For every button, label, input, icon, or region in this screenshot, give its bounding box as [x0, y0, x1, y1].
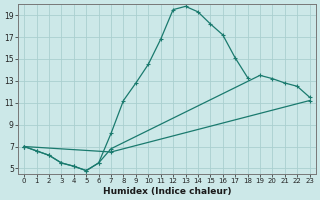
- X-axis label: Humidex (Indice chaleur): Humidex (Indice chaleur): [103, 187, 231, 196]
